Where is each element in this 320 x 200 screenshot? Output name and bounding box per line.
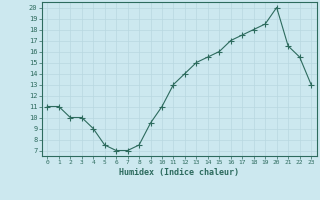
X-axis label: Humidex (Indice chaleur): Humidex (Indice chaleur) [119,168,239,177]
